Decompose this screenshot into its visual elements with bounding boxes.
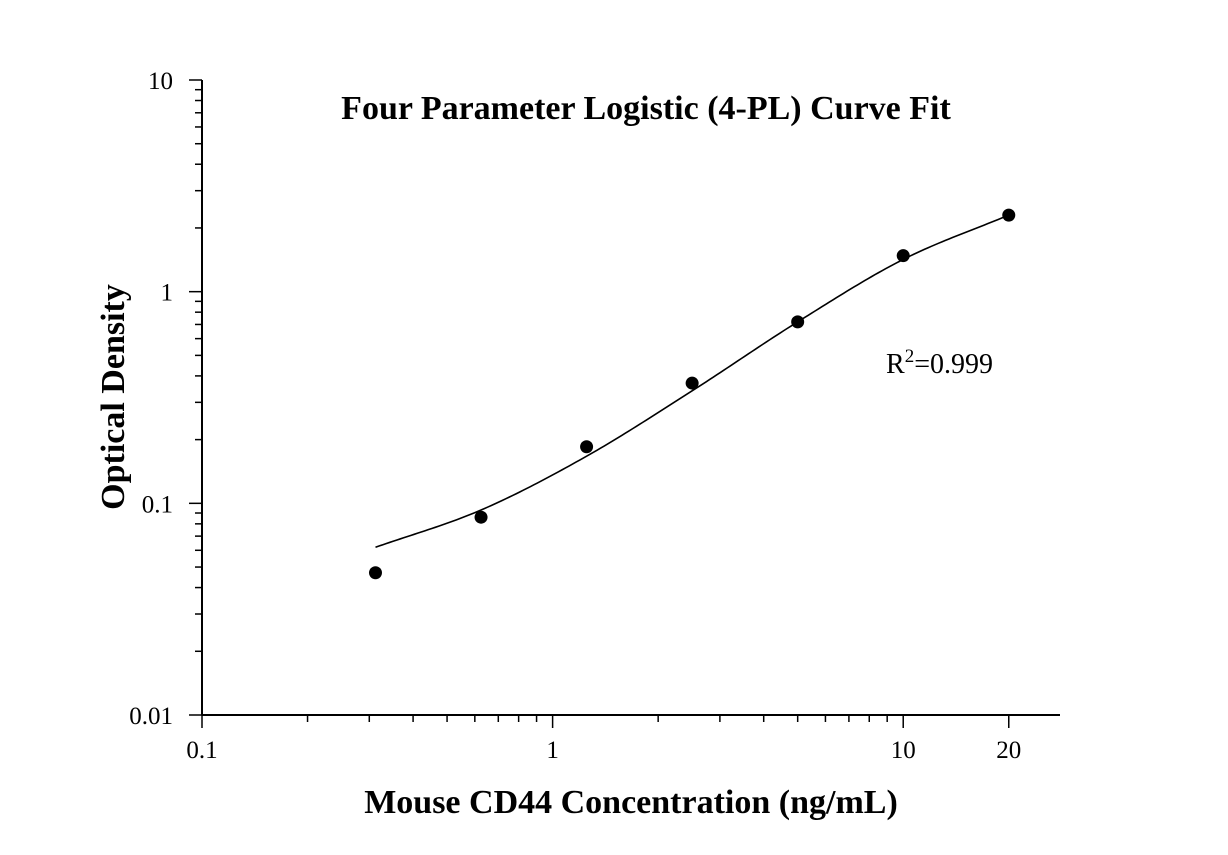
data-point bbox=[791, 315, 805, 329]
data-point bbox=[474, 510, 488, 524]
y-tick-label: 0.01 bbox=[129, 703, 173, 730]
x-axis-ticks bbox=[201, 715, 1010, 728]
data-point bbox=[685, 376, 699, 390]
data-point bbox=[896, 249, 910, 263]
y-axis-tick-labels: 0.01 0.1 1 10 bbox=[129, 68, 173, 730]
r-squared-annotation: R2=0.999 bbox=[886, 346, 993, 380]
axes bbox=[201, 80, 1060, 716]
x-tick-label: 10 bbox=[891, 737, 916, 764]
y-tick-label: 0.1 bbox=[142, 491, 173, 518]
x-axis-tick-labels: 0.1 1 10 20 bbox=[186, 737, 1021, 764]
x-tick-label: 20 bbox=[996, 737, 1021, 764]
y-axis-ticks bbox=[189, 79, 202, 716]
x-tick-label: 1 bbox=[546, 737, 559, 764]
data-point bbox=[1002, 208, 1016, 222]
y-tick-label: 1 bbox=[161, 280, 174, 307]
data-points bbox=[368, 208, 1016, 580]
x-axis-title: Mouse CD44 Concentration (ng/mL) bbox=[364, 784, 898, 821]
chart-title: Four Parameter Logistic (4-PL) Curve Fit bbox=[341, 90, 951, 127]
data-point bbox=[368, 566, 382, 580]
data-point bbox=[580, 440, 594, 454]
y-tick-label: 10 bbox=[148, 68, 173, 95]
r-squared-superscript: 2 bbox=[905, 346, 915, 367]
x-tick-label: 0.1 bbox=[186, 737, 217, 764]
r-squared-value: =0.999 bbox=[914, 349, 993, 380]
r-squared-base: R bbox=[886, 349, 905, 380]
y-axis-title: Optical Density bbox=[95, 284, 132, 510]
